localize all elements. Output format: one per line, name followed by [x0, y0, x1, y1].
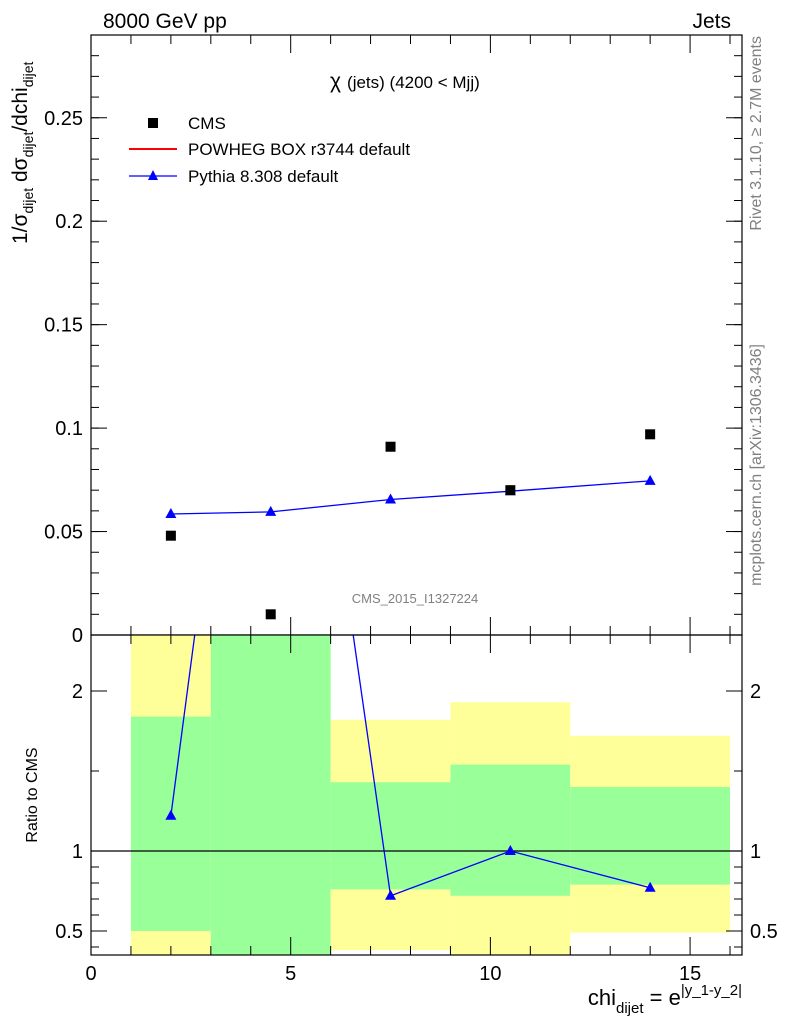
main-y-tick-label: 0.2	[55, 211, 83, 233]
legend: CMS POWHEG BOX r3744 default Pythia 8.30…	[129, 114, 410, 186]
ratio-plot-frame	[90, 634, 743, 956]
main-y-tick-label: 0.1	[55, 418, 83, 440]
main-y-tick-label: 0.15	[44, 315, 83, 337]
legend-item-powheg: POWHEG BOX r3744 default	[129, 140, 410, 159]
x-tick-label: 5	[285, 963, 296, 985]
main-y-tick-labels: 0 0.05 0.1 0.15 0.2 0.25	[44, 108, 83, 647]
pythia-triangle-icon	[148, 170, 158, 180]
cms-data-point	[265, 609, 276, 620]
ratio-green-band	[130, 716, 211, 931]
ratio-y-axis-label: Ratio to CMS	[24, 747, 41, 842]
ratio-y-tick-label-right: 1	[750, 841, 761, 863]
pythia-point	[265, 505, 277, 516]
rivet-version-label: Rivet 3.1.10, ≥ 2.7M events	[748, 36, 765, 231]
pythia-ratio-point	[165, 809, 177, 820]
x-tick-label: 0	[85, 963, 96, 985]
main-y-tick-label: 0.25	[44, 108, 83, 130]
ratio-y-tick-label-left: 2	[72, 681, 83, 703]
cms-data-point	[385, 441, 396, 452]
ratio-green-band	[210, 635, 331, 955]
ratio-series-group	[165, 53, 656, 900]
pythia-ratio-point	[644, 881, 656, 892]
ratio-y-tick-label-right: 2	[750, 681, 761, 703]
legend-item-cms: CMS	[148, 114, 226, 133]
legend-label-cms: CMS	[188, 114, 226, 133]
legend-item-pythia: Pythia 8.308 default	[129, 167, 339, 186]
ratio-tick-labels: 0.5 0.5 1 1 2 2 0 5 10 15	[55, 681, 778, 985]
cms-data-point	[645, 429, 656, 440]
x-tick-label: 10	[479, 963, 501, 985]
x-tick-label: 15	[679, 963, 701, 985]
ratio-green-band	[570, 787, 731, 885]
main-y-tick-label: 0.05	[44, 522, 83, 544]
main-y-tick-label: 0	[72, 625, 83, 647]
pythia-point	[165, 507, 177, 518]
pythia-ratio-point	[265, 53, 276, 63]
cms-marker-icon	[148, 118, 158, 128]
ratio-green-band	[330, 782, 451, 890]
mcplots-reference-label: mcplots.cern.ch [arXiv:1306.3436]	[748, 344, 765, 586]
legend-label-pythia: Pythia 8.308 default	[188, 167, 339, 186]
header-process-label: Jets	[692, 10, 731, 33]
ratio-y-tick-label-left: 1	[72, 841, 83, 863]
main-plot-panel: χ (jets) (4200 < Mjj) CMS_2015_I1327224 0…	[44, 34, 743, 647]
analysis-watermark: CMS_2015_I1327224	[352, 591, 479, 606]
ratio-y-tick-label-left: 0.5	[55, 921, 83, 943]
pythia-point	[644, 474, 656, 485]
pythia-point	[385, 493, 397, 504]
header-energy-label: 8000 GeV pp	[103, 10, 227, 33]
x-axis-label: chidijet = e|y_1-y_2|	[588, 982, 742, 1017]
ratio-y-tick-label-right: 0.5	[750, 921, 778, 943]
main-y-axis-label: 1/σdijet dσdijet/dchidijet	[9, 62, 36, 244]
ratio-green-band	[450, 764, 571, 896]
pythia-series-line	[170, 480, 651, 515]
pythia-ratio-point	[385, 889, 397, 900]
cms-data-point	[165, 530, 176, 541]
cms-data-point	[505, 485, 516, 496]
ratio-uncertainty-bands	[130, 635, 731, 955]
plot-title: χ (jets) (4200 < Mjj)	[330, 70, 480, 93]
legend-label-powheg: POWHEG BOX r3744 default	[188, 140, 410, 159]
ratio-plot-panel: 0.5 0.5 1 1 2 2 0 5 10 15	[55, 53, 778, 985]
main-series-group	[165, 429, 656, 620]
pythia-ratio-point	[504, 845, 516, 855]
